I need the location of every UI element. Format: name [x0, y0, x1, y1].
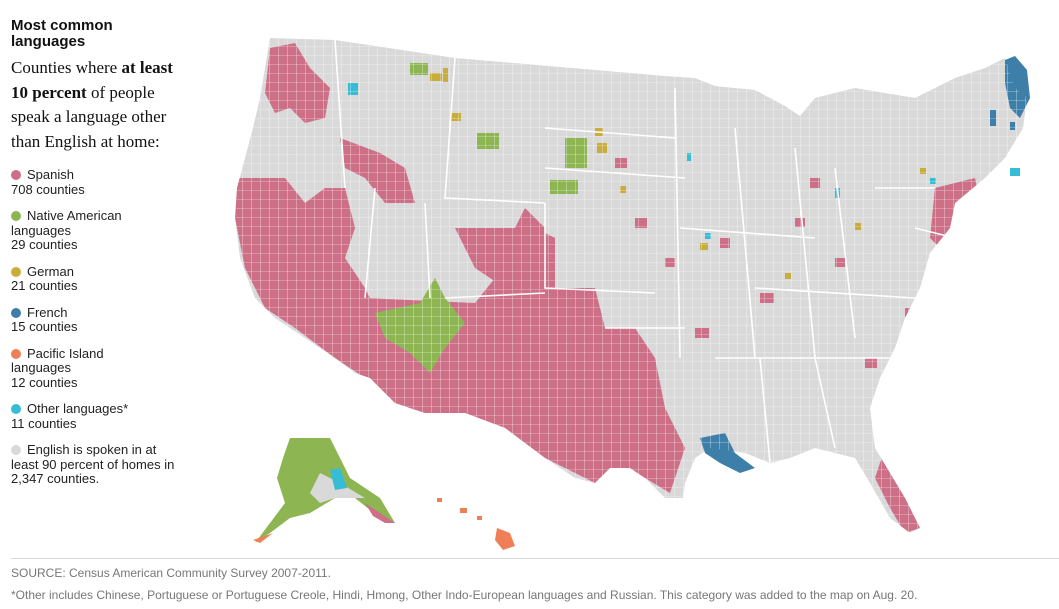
- legend-swatch-spanish: [11, 170, 21, 180]
- aleutian-islands: [253, 533, 273, 543]
- legend-item-pacific-island: Pacific Island languages 12 counties: [11, 345, 121, 391]
- hawaii-island: [437, 498, 442, 502]
- legend-label: English is spoken in at least 90 percent…: [11, 442, 175, 486]
- map-title: Most common languages: [11, 17, 113, 50]
- legend-label: Spanish: [27, 167, 74, 182]
- legend: Spanish 708 counties Native American lan…: [11, 167, 211, 487]
- legend-count: 12 counties: [11, 374, 78, 390]
- alaska-panhandle: [365, 503, 395, 523]
- hawaii: [437, 498, 515, 550]
- legend-label: German: [27, 263, 74, 279]
- legend-swatch-english: [11, 445, 21, 455]
- legend-label: Pacific Island languages: [11, 345, 104, 375]
- legend-label: French: [27, 304, 68, 320]
- legend-swatch-french: [11, 307, 21, 318]
- hawaii-island: [477, 516, 482, 520]
- legend-count: 708 counties: [11, 181, 85, 197]
- legend-item-spanish: Spanish 708 counties: [11, 167, 211, 197]
- hawaii-island: [460, 508, 467, 513]
- legend-swatch-other: [11, 404, 21, 414]
- footer-divider: [11, 558, 1059, 559]
- legend-item-other: Other languages* 11 counties: [11, 401, 211, 431]
- legend-count: 11 counties: [11, 415, 77, 431]
- legend-item-native-american: Native American languages 29 counties: [11, 208, 141, 253]
- hawaii-big-island: [495, 528, 515, 550]
- legend-item-german: German 21 counties: [11, 263, 211, 294]
- intro-post: of people speak a language other than En…: [11, 82, 167, 151]
- alaska: [253, 438, 395, 543]
- legend-count: 15 counties: [11, 319, 78, 334]
- source-note: SOURCE: Census American Community Survey…: [11, 566, 331, 580]
- county-blob: [1010, 168, 1020, 176]
- footnote: *Other includes Chinese, Portuguese or P…: [11, 588, 918, 602]
- legend-swatch-native-american: [11, 211, 21, 221]
- state-borders: [334, 39, 956, 464]
- legend-item-french: French 15 counties: [11, 304, 211, 335]
- intro-pre: Counties where: [11, 58, 122, 77]
- map-intro: Counties where at least 10 percent of pe…: [11, 56, 181, 154]
- legend-swatch-pacific-island: [11, 348, 21, 359]
- intro-bold: at least 10 percent: [11, 58, 173, 102]
- legend-count: 29 counties: [11, 237, 78, 252]
- legend-label: Native American languages: [11, 208, 122, 238]
- continental-us: [235, 38, 1030, 533]
- alaska-other: [330, 468, 347, 490]
- county-map: [235, 38, 1030, 550]
- legend-count: 21 counties: [11, 278, 78, 293]
- sidebar: Most common languages Counties where at …: [11, 18, 211, 499]
- legend-label: Other languages*: [27, 401, 129, 416]
- legend-swatch-german: [11, 266, 21, 277]
- legend-item-english: English is spoken in at least 90 percent…: [11, 442, 181, 487]
